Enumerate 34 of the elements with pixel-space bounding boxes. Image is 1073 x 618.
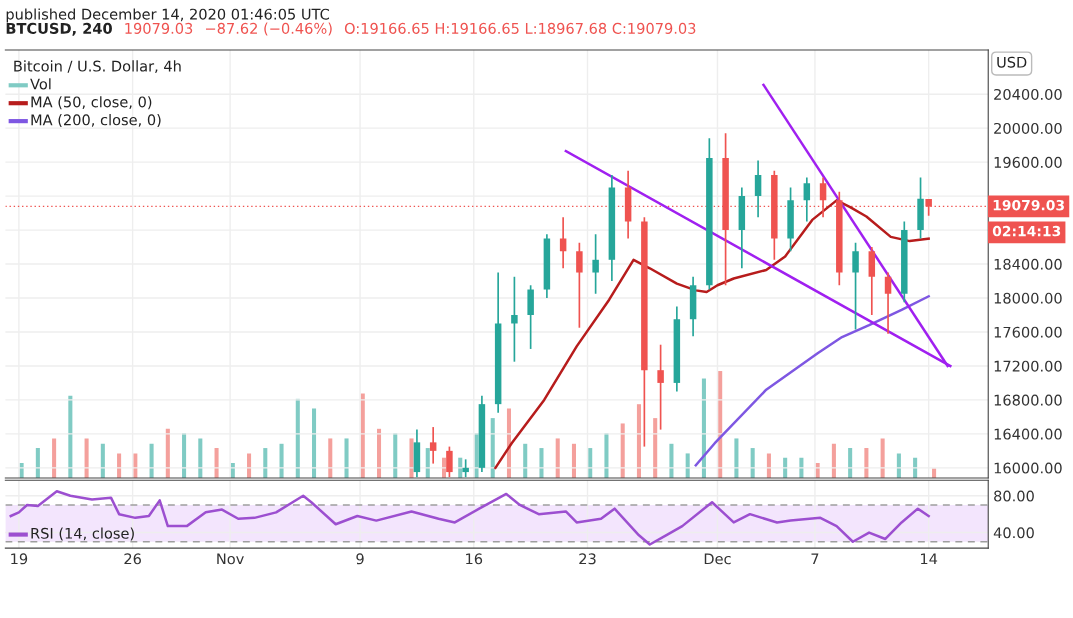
text: Bitcoin / U.S. Dollar, 4h — [14, 60, 181, 74]
x-tick-label: Nov — [217, 553, 244, 565]
y-tick-label: 17600.00 — [994, 326, 1062, 338]
legend-label: Vol — [30, 78, 51, 90]
y-tick-label: 40.00 — [993, 527, 1034, 539]
y-tick-label: 18000.00 — [994, 292, 1062, 304]
ref-line-label: 19079.03 — [993, 199, 1064, 211]
x-tick-label: 14 — [920, 553, 938, 565]
x-tick-label: 26 — [124, 553, 141, 565]
legend-label: RSI (14, close) — [31, 527, 134, 541]
text: published December 14, 2020 01:46:05 UTC — [6, 8, 330, 23]
y-tick-label: 16800.00 — [994, 394, 1062, 406]
x-tick-label: 7 — [811, 553, 819, 565]
legend-label: MA (50, close, 0) — [31, 96, 152, 110]
x-tick-label: Dec — [704, 553, 731, 565]
x-tick-label: 19 — [11, 553, 28, 565]
x-tick-label: 9 — [356, 553, 364, 565]
y-tick-label: 18400.00 — [994, 258, 1062, 270]
y-tick-label: 80.00 — [994, 490, 1034, 502]
text: USD — [997, 56, 1027, 68]
text: 19079.03 — [125, 22, 193, 34]
y-tick-label: 16400.00 — [994, 428, 1062, 440]
legend-label: MA (200, close, 0) — [31, 114, 161, 128]
y-tick-label: 16000.00 — [994, 462, 1062, 474]
y-tick-label: 20400.00 — [994, 88, 1062, 100]
y-tick-label: 19600.00 — [994, 156, 1062, 168]
x-tick-label: 23 — [579, 553, 596, 565]
x-tick-label: 16 — [466, 553, 483, 565]
y-tick-label: 20000.00 — [994, 122, 1062, 134]
text: BTCUSD, 240 — [6, 22, 112, 36]
text: O:19166.65 H:19166.65 L:18967.68 C:19079.03 — [344, 22, 696, 34]
y-tick-label: 17200.00 — [994, 360, 1062, 372]
text: −87.62 (−0.46%) — [205, 22, 332, 36]
text: 02:14:13 — [992, 225, 1061, 237]
